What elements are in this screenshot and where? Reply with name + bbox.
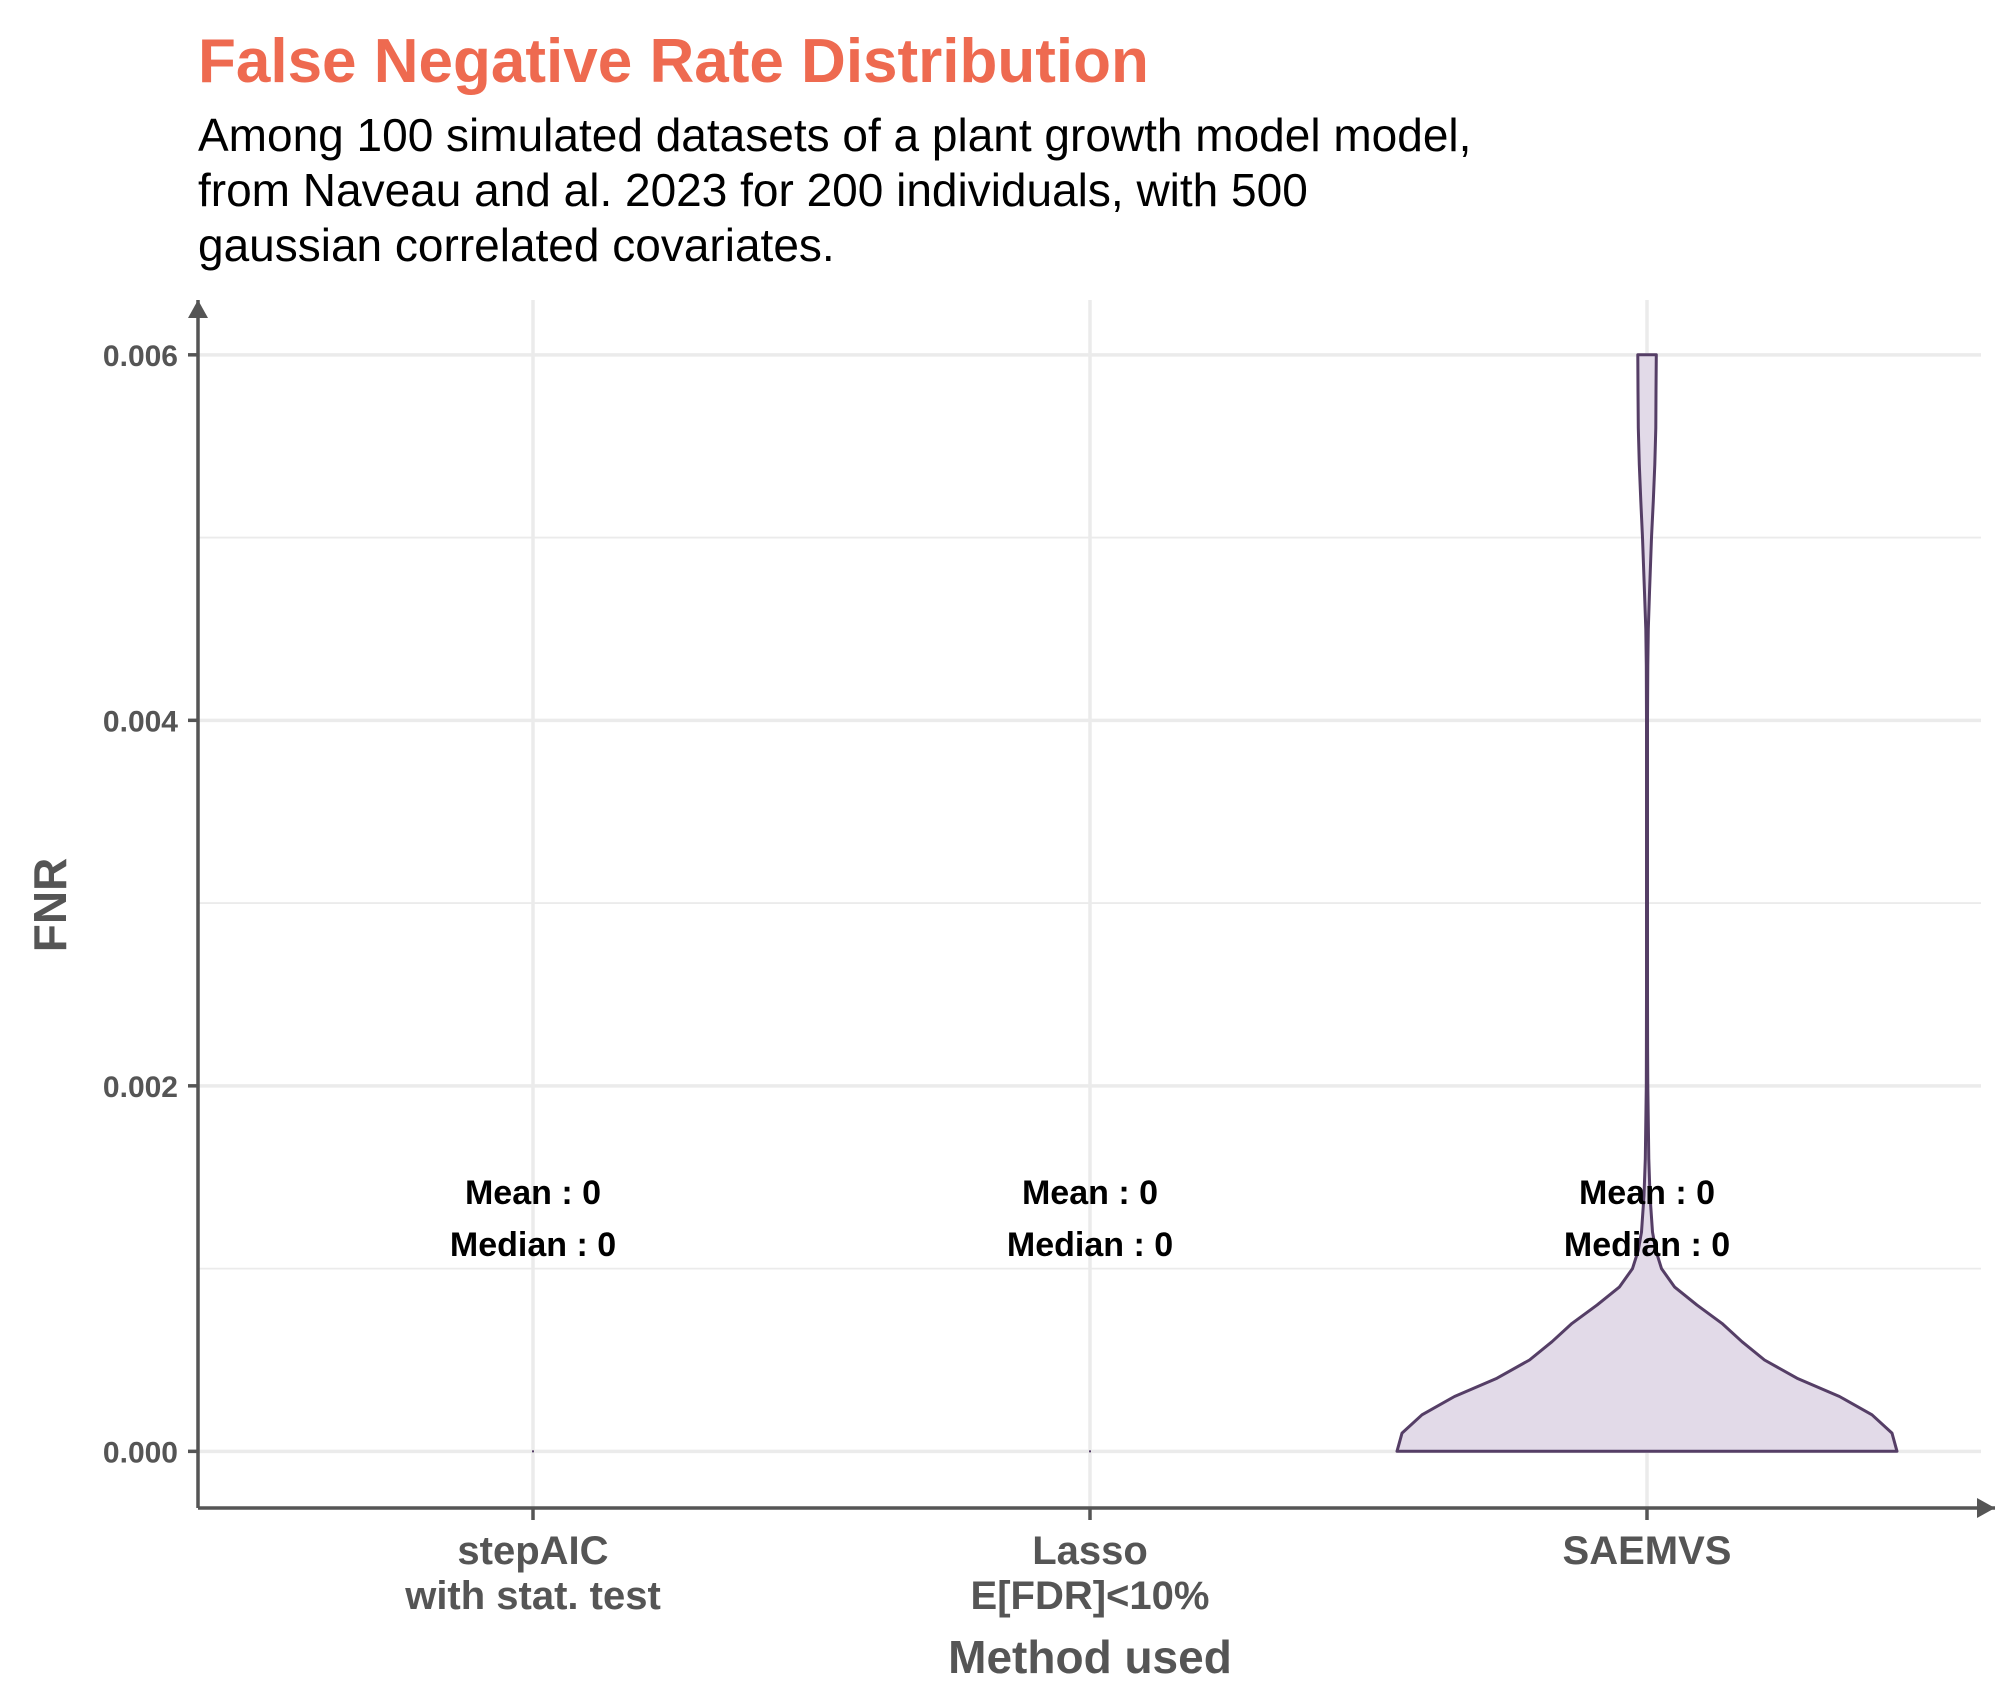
subtitle-line: Among 100 simulated datasets of a plant … xyxy=(198,109,1472,161)
x-axis-arrow-icon xyxy=(1977,1498,1995,1518)
mean-label: Mean : 0 xyxy=(1579,1174,1715,1212)
y-tick-label: 0.006 xyxy=(103,340,178,373)
mean-label: Mean : 0 xyxy=(1022,1174,1158,1212)
y-tick-label: 0.000 xyxy=(103,1436,178,1469)
axes xyxy=(188,300,1995,1518)
chart-subtitle: Among 100 simulated datasets of a plant … xyxy=(198,108,1898,273)
annotation-layer: Mean : 0 Median : 0 Mean : 0 Median : 0 Mean… xyxy=(450,1174,1730,1264)
y-tick-label: 0.004 xyxy=(103,705,178,738)
y-axis-title: FNR xyxy=(24,858,76,953)
y-tick-label: 0.002 xyxy=(103,1071,178,1104)
mean-label: Mean : 0 xyxy=(465,1174,601,1212)
x-tick-label: SAEMVS xyxy=(1563,1529,1732,1573)
violin-shape xyxy=(1395,353,1899,1453)
chart-title: False Negative Rate Distribution xyxy=(198,27,1149,96)
subtitle-line: from Naveau and al. 2023 for 200 individ… xyxy=(198,164,1308,216)
violin-layer xyxy=(532,353,1899,1453)
x-tick-label: E[FDR]<10% xyxy=(971,1574,1210,1618)
x-tick-label: Lasso xyxy=(1032,1529,1148,1573)
subtitle-line: gaussian correlated covariates. xyxy=(198,219,835,271)
median-label: Median : 0 xyxy=(450,1226,616,1264)
median-label: Median : 0 xyxy=(1564,1226,1730,1264)
median-label: Median : 0 xyxy=(1007,1226,1173,1264)
x-axis-title: Method used xyxy=(948,1631,1232,1683)
x-tick-label: stepAIC xyxy=(457,1529,608,1573)
x-tick-label: with stat. test xyxy=(404,1574,661,1618)
y-axis-arrow-icon xyxy=(188,300,208,318)
